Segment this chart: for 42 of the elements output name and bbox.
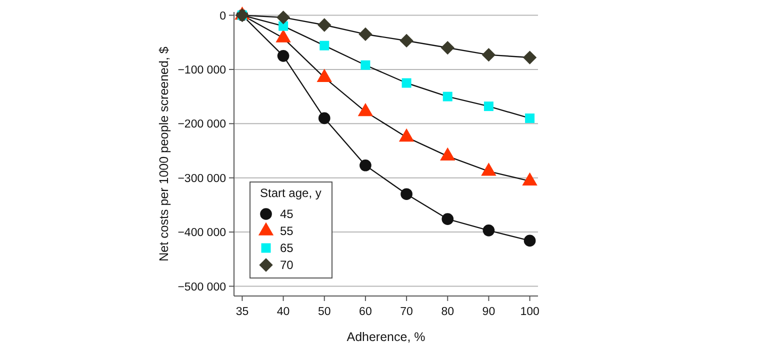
point (482, 48, 496, 62)
y-tick-label: −200 000 (178, 118, 226, 131)
point (524, 234, 536, 247)
point (400, 188, 412, 200)
legend-label: 65 (280, 241, 294, 256)
point (484, 102, 494, 112)
point (482, 224, 495, 236)
y-axis-title: Net costs per 1000 people screened, $ (157, 46, 171, 262)
point (318, 112, 330, 124)
y-tick-label: 0 (220, 10, 226, 22)
point (442, 92, 452, 102)
legend-label: 55 (280, 224, 294, 238)
legend-label: 70 (280, 258, 294, 272)
point (400, 34, 414, 48)
x-tick-label: 90 (482, 306, 496, 318)
x-tick-label: 80 (441, 306, 454, 318)
point (402, 78, 412, 88)
point (276, 10, 290, 24)
x-tick-label: 40 (276, 306, 290, 318)
x-tick-label: 70 (400, 306, 413, 318)
point (320, 40, 330, 50)
x-tick-label: 35 (236, 306, 249, 318)
y-tick-label: −500 000 (178, 281, 226, 294)
x-tick-label: 100 (520, 306, 540, 318)
point (318, 18, 332, 32)
x-tick-label: 60 (359, 306, 372, 318)
x-tick-label: 50 (318, 306, 331, 318)
point (525, 113, 535, 123)
x-axis-title: Adherence, % (346, 330, 426, 344)
point (277, 50, 290, 62)
point (358, 27, 372, 42)
y-tick-label: −300 000 (178, 172, 226, 185)
point (278, 21, 288, 31)
y-tick-label: −100 000 (178, 64, 226, 76)
y-tick-label: −400 000 (178, 227, 226, 240)
point (440, 40, 454, 55)
point (442, 213, 454, 225)
point (522, 50, 537, 64)
legend-title: Start age, y (260, 186, 322, 200)
point (360, 60, 370, 70)
legend-label: 45 (280, 207, 294, 222)
point (360, 159, 372, 172)
